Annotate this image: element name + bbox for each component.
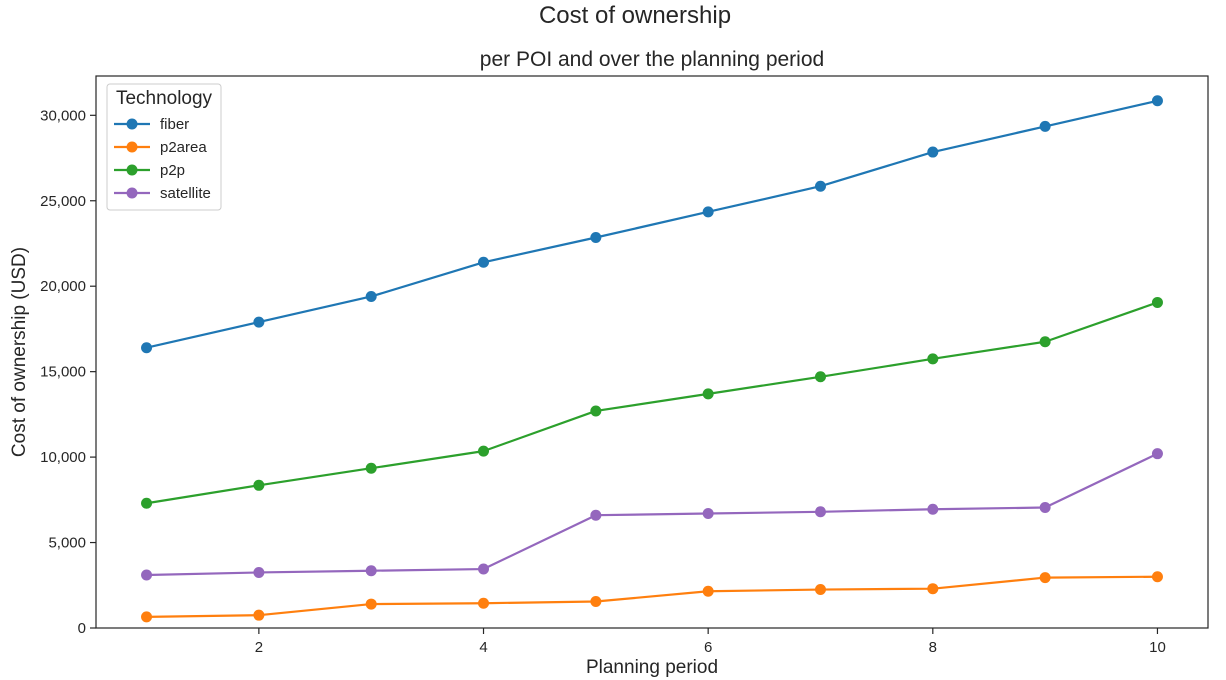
chart-title: Cost of ownership — [539, 2, 731, 29]
legend-marker-fiber — [126, 118, 138, 130]
legend-title: Technology — [116, 88, 213, 109]
data-point-fiber — [814, 180, 826, 192]
data-point-fiber — [365, 290, 377, 302]
data-point-fiber — [1039, 120, 1051, 132]
data-point-p2p — [365, 462, 377, 474]
data-point-satellite — [253, 566, 265, 578]
x-tick-label: 2 — [255, 639, 263, 656]
data-point-p2area — [814, 584, 826, 596]
series-line-p2p — [146, 301, 1158, 505]
data-point-fiber — [478, 256, 490, 268]
plot-area: 2 4 6 8 10 0 5,000 10,000 15,000 20,000 25,000 30,0… — [40, 75, 1209, 656]
data-point-p2p — [702, 388, 714, 400]
data-point-p2p — [253, 479, 265, 491]
data-point-p2p — [927, 353, 939, 365]
data-point-fiber — [1151, 95, 1163, 107]
data-point-p2area — [590, 596, 602, 608]
legend-frame — [106, 83, 222, 211]
y-tick-label: 5,000 — [48, 535, 86, 552]
data-point-p2area — [702, 585, 714, 597]
data-point-satellite — [590, 509, 602, 521]
data-point-satellite — [141, 569, 153, 581]
data-point-p2area — [927, 583, 939, 595]
data-point-fiber — [590, 231, 602, 243]
data-point-fiber — [253, 316, 265, 328]
legend-marker-p2p — [126, 164, 138, 176]
data-point-p2p — [590, 405, 602, 417]
x-tick-label: 8 — [929, 639, 937, 656]
data-point-p2area — [1039, 572, 1051, 584]
data-point-satellite — [365, 565, 377, 577]
data-point-fiber — [702, 206, 714, 218]
legend: Technology fiber p2area p2p satellite — [106, 83, 222, 211]
series-line-fiber — [146, 99, 1158, 349]
x-tick-label: 10 — [1149, 639, 1166, 656]
y-tick-label: 25,000 — [40, 193, 86, 210]
data-point-fiber — [141, 342, 153, 354]
x-tick-label: 6 — [704, 639, 712, 656]
x-tick-label: 4 — [479, 639, 487, 656]
chart-subtitle: per POI and over the planning period — [480, 48, 824, 71]
legend-marker-satellite — [126, 187, 138, 199]
plot-frame — [95, 75, 1209, 629]
series-line-p2area — [146, 575, 1158, 618]
data-point-fiber — [927, 146, 939, 158]
data-point-p2area — [253, 609, 265, 621]
legend-label-satellite: satellite — [160, 185, 211, 202]
y-tick-label: 15,000 — [40, 364, 86, 381]
y-tick-label: 0 — [78, 620, 86, 637]
data-point-p2area — [478, 597, 490, 609]
data-point-p2p — [478, 445, 490, 457]
data-point-p2p — [1039, 336, 1051, 348]
data-point-satellite — [927, 503, 939, 515]
y-tick-label: 10,000 — [40, 449, 86, 466]
legend-label-p2p: p2p — [160, 162, 185, 179]
data-point-satellite — [814, 506, 826, 518]
legend-marker-p2area — [126, 141, 138, 153]
data-point-p2p — [814, 371, 826, 383]
x-axis-label: Planning period — [586, 657, 718, 678]
legend-label-fiber: fiber — [160, 116, 189, 133]
data-point-p2p — [141, 497, 153, 509]
y-tick-label: 20,000 — [40, 278, 86, 295]
data-point-p2area — [141, 611, 153, 623]
series-line-satellite — [146, 452, 1158, 577]
y-tick-label: 30,000 — [40, 107, 86, 124]
data-point-p2area — [1151, 571, 1163, 583]
data-point-satellite — [1039, 502, 1051, 514]
data-point-satellite — [478, 563, 490, 575]
data-point-satellite — [1151, 448, 1163, 460]
legend-label-p2area: p2area — [160, 139, 207, 156]
data-point-p2p — [1151, 296, 1163, 308]
data-point-satellite — [702, 507, 714, 519]
data-point-p2area — [365, 598, 377, 610]
y-axis-label: Cost of ownership (USD) — [9, 247, 30, 457]
